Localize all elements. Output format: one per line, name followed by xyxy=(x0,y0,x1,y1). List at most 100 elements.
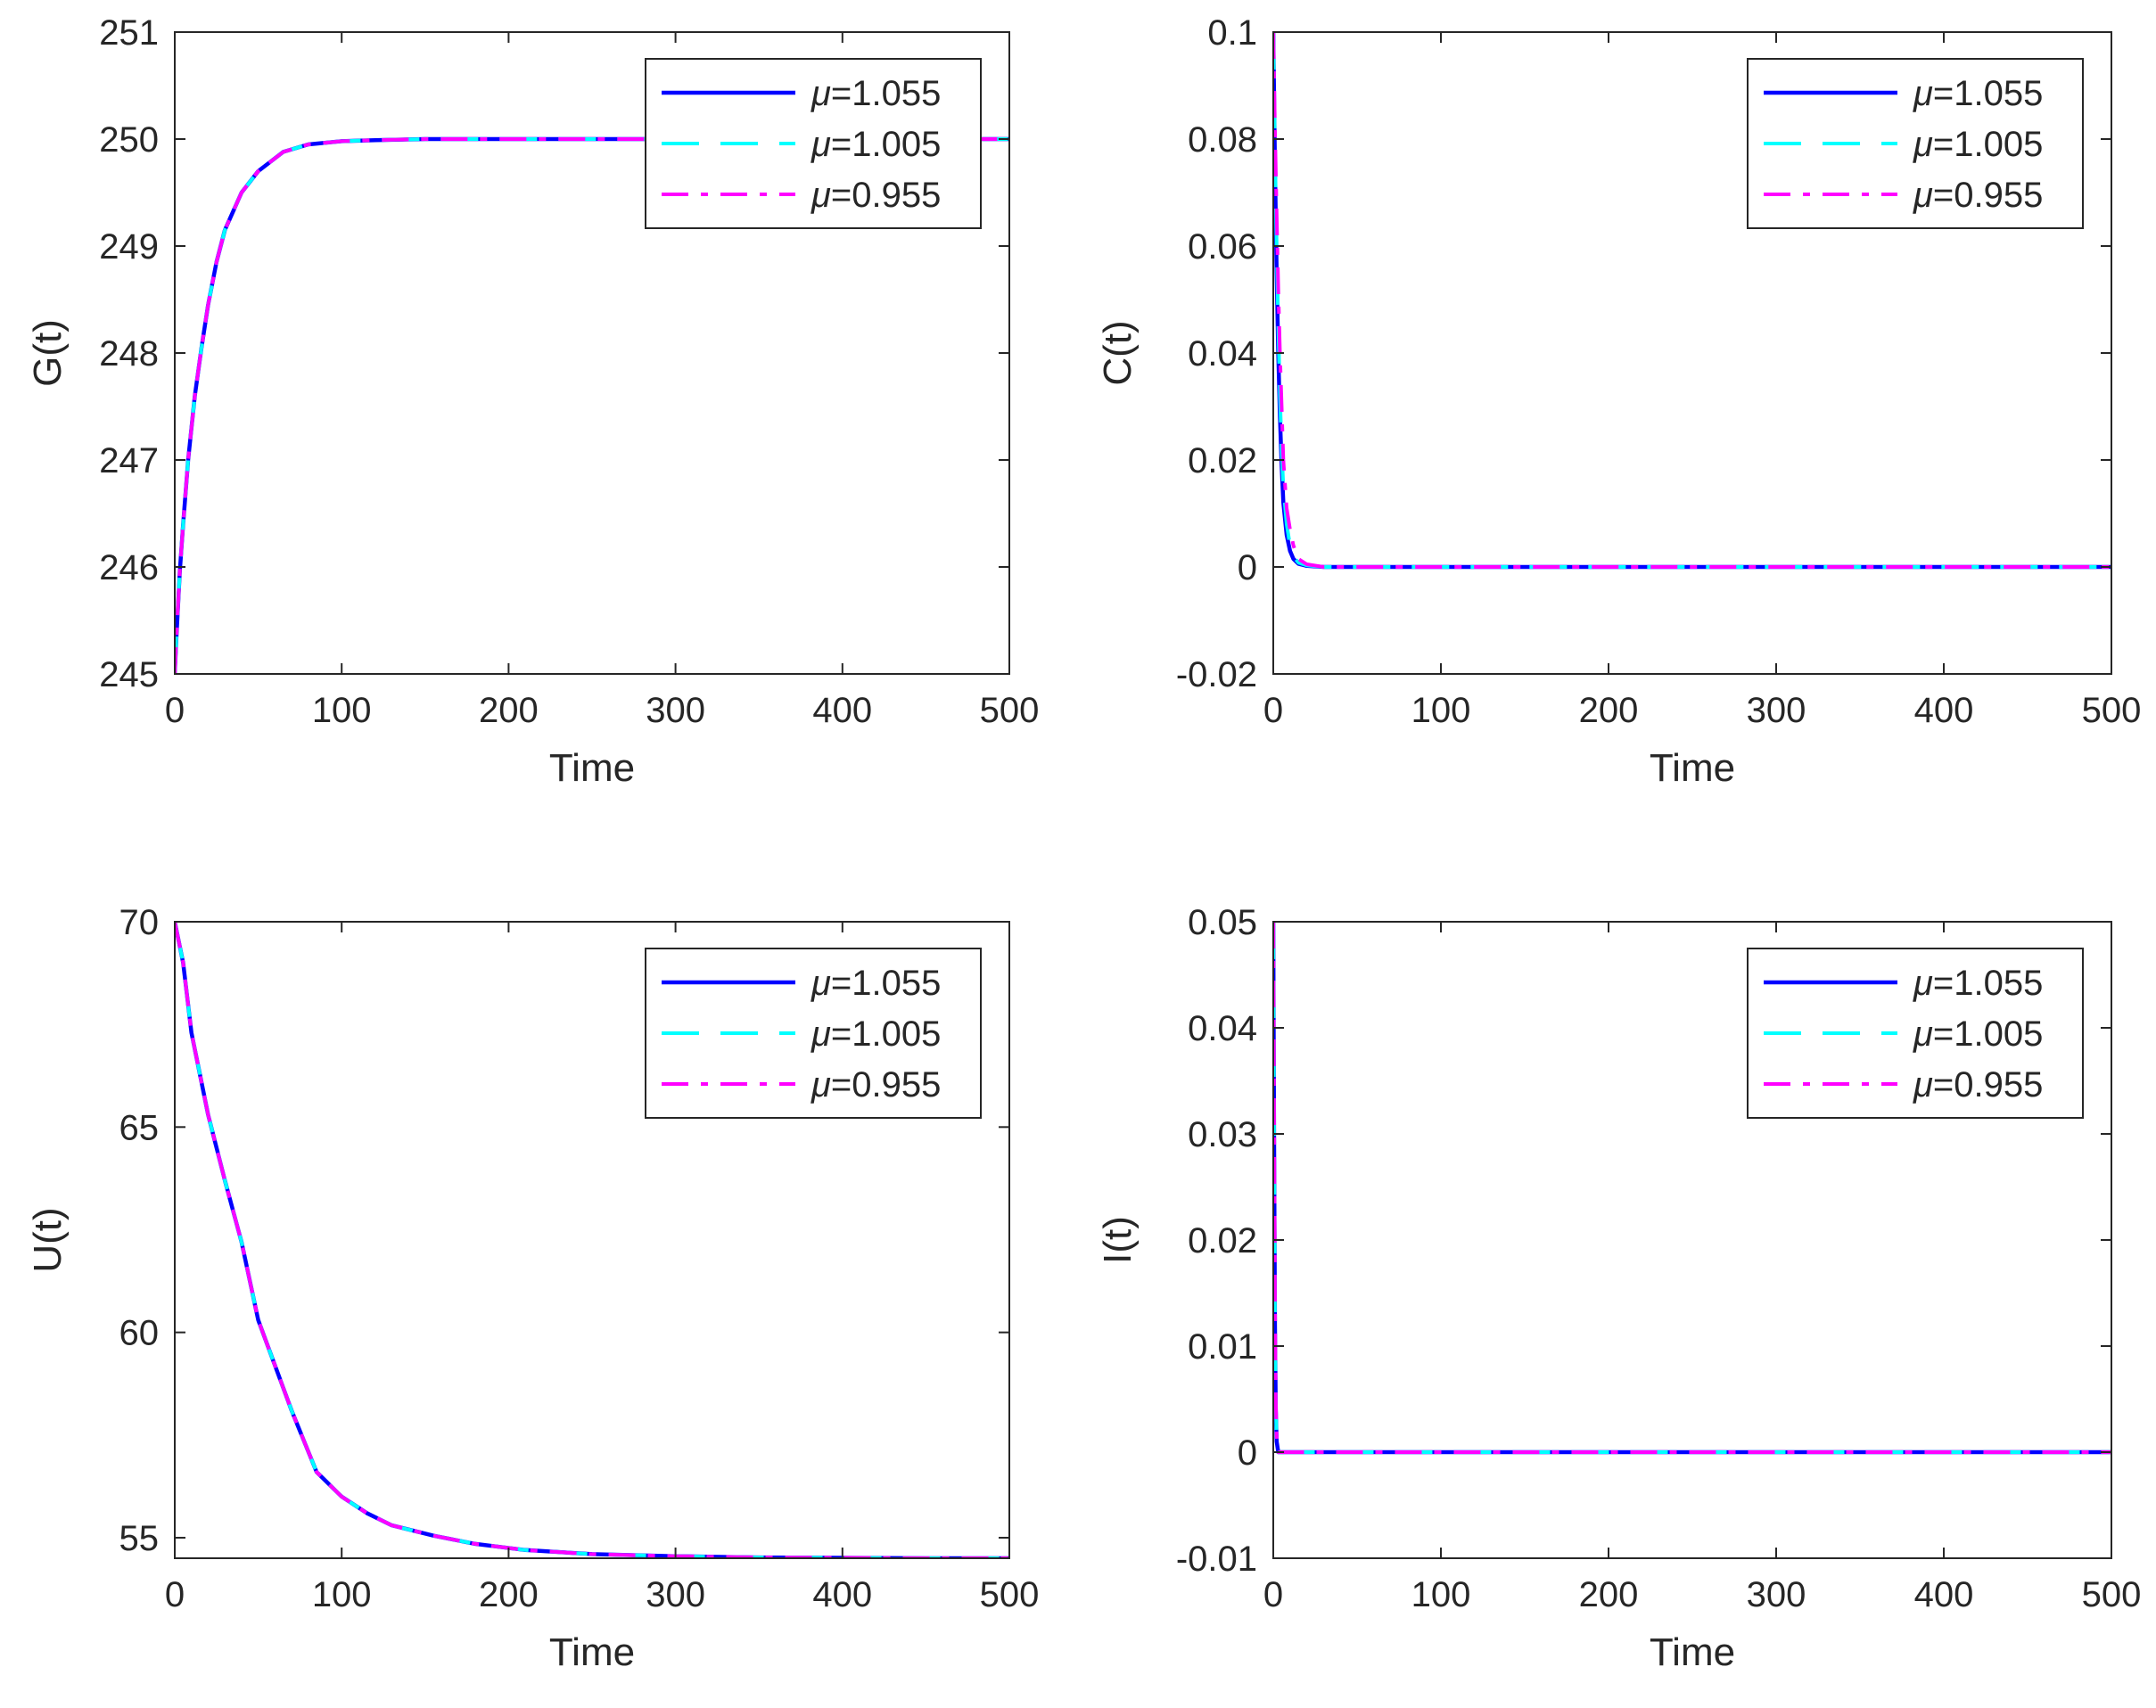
legend-label-1: μ=1.055 xyxy=(1913,74,2043,113)
y-tick-label: -0.02 xyxy=(1176,655,1257,694)
y-tick-label: 247 xyxy=(99,441,159,480)
y-tick-label: 0.04 xyxy=(1188,334,1257,374)
y-tick-label: 249 xyxy=(99,227,159,267)
y-tick-label: 0 xyxy=(1238,1433,1257,1473)
legend-label-2: μ=1.005 xyxy=(811,125,941,164)
legend-label-1: μ=1.055 xyxy=(811,74,941,113)
x-tick-label: 0 xyxy=(165,691,185,730)
mu-symbol: μ xyxy=(1913,125,1933,164)
legend-box xyxy=(645,948,982,1119)
y-tick-label: 246 xyxy=(99,548,159,587)
y-axis-label: I(t) xyxy=(1096,1216,1140,1264)
legend-label-1: μ=1.055 xyxy=(811,964,941,1003)
legend-label-2: μ=1.005 xyxy=(1913,1014,2043,1054)
legend-label-2: μ=1.005 xyxy=(1913,125,2043,164)
x-axis-label: Time xyxy=(1650,746,1735,790)
x-tick-label: 500 xyxy=(980,691,1040,730)
x-tick-label: 0 xyxy=(165,1575,185,1614)
x-tick-label: 200 xyxy=(1579,691,1639,730)
x-tick-label: 200 xyxy=(1579,1575,1639,1614)
legend-value: =1.055 xyxy=(1933,964,2043,1003)
series-line-3 xyxy=(1273,32,2111,569)
legend-box xyxy=(645,58,982,229)
y-tick-label: 0.1 xyxy=(1207,13,1257,53)
x-tick-label: 300 xyxy=(646,691,705,730)
x-tick-label: 300 xyxy=(1747,691,1806,730)
x-tick-label: 100 xyxy=(1411,691,1471,730)
mu-symbol: μ xyxy=(811,176,831,215)
x-tick-label: 100 xyxy=(312,691,372,730)
x-tick-label: 200 xyxy=(479,1575,539,1614)
x-tick-label: 400 xyxy=(1914,691,1974,730)
x-tick-label: 400 xyxy=(812,691,872,730)
legend-value: =0.955 xyxy=(1933,176,2043,215)
mu-symbol: μ xyxy=(1913,1014,1933,1054)
x-axis-label: Time xyxy=(549,746,635,790)
mu-symbol: μ xyxy=(1913,176,1933,215)
legend-value: =1.055 xyxy=(1933,74,2043,113)
y-axis-label: U(t) xyxy=(26,1207,70,1272)
legend-value: =0.955 xyxy=(1933,1065,2043,1104)
y-tick-label: 0.03 xyxy=(1188,1115,1257,1154)
y-tick-label: 0.01 xyxy=(1188,1327,1257,1367)
panel-i: 0 100 200 300 400 500-0.0100.010.020.030.040.… xyxy=(1096,903,2141,1674)
y-tick-label: 70 xyxy=(119,903,160,942)
mu-symbol: μ xyxy=(811,1065,831,1104)
mu-symbol: μ xyxy=(1913,964,1933,1003)
x-axis-label: Time xyxy=(549,1630,635,1674)
y-tick-label: 55 xyxy=(119,1519,160,1558)
legend-label-3: μ=0.955 xyxy=(1913,176,2043,215)
y-tick-label: 251 xyxy=(99,13,159,53)
x-axis-label: Time xyxy=(1650,1630,1735,1674)
y-axis-label: G(t) xyxy=(26,319,70,387)
legend-label-1: μ=1.055 xyxy=(1913,964,2043,1003)
y-tick-label: 0 xyxy=(1238,548,1257,587)
y-axis-label: C(t) xyxy=(1096,320,1140,385)
mu-symbol: μ xyxy=(1913,1065,1933,1104)
x-tick-label: 300 xyxy=(646,1575,705,1614)
y-tick-label: 0.08 xyxy=(1188,120,1257,160)
y-tick-label: 0.05 xyxy=(1188,903,1257,942)
legend-label-3: μ=0.955 xyxy=(811,176,941,215)
legend-value: =1.005 xyxy=(831,1014,941,1054)
legend-value: =0.955 xyxy=(831,176,941,215)
legend-label-3: μ=0.955 xyxy=(811,1065,941,1104)
x-tick-label: 300 xyxy=(1747,1575,1806,1614)
series-line-3 xyxy=(175,137,1009,674)
x-tick-label: 200 xyxy=(479,691,539,730)
legend-value: =1.005 xyxy=(1933,1014,2043,1054)
y-tick-label: 0.02 xyxy=(1188,1221,1257,1260)
legend-value: =0.955 xyxy=(831,1065,941,1104)
y-tick-label: 250 xyxy=(99,120,159,160)
legend-box xyxy=(1747,58,2084,229)
panel-u: 0 100 200 300 400 50055606570TimeU(t)μ=1.055μ… xyxy=(26,903,1039,1674)
legend-box xyxy=(1747,948,2084,1119)
legend-value: =1.005 xyxy=(1933,125,2043,164)
legend-value: =1.005 xyxy=(831,125,941,164)
series-line-2 xyxy=(175,922,1009,1558)
y-tick-label: 245 xyxy=(99,655,159,694)
panel-c: 0 100 200 300 400 500-0.0200.020.040.060.080.… xyxy=(1096,13,2141,790)
series-group xyxy=(175,922,1009,1558)
x-tick-label: 100 xyxy=(1411,1575,1471,1614)
x-tick-label: 500 xyxy=(2082,691,2142,730)
y-tick-label: 248 xyxy=(99,334,159,374)
y-tick-label: 0.06 xyxy=(1188,227,1257,267)
legend-label-3: μ=0.955 xyxy=(1913,1065,2043,1104)
mu-symbol: μ xyxy=(811,964,831,1003)
axes-box xyxy=(174,921,1010,1559)
x-tick-label: 400 xyxy=(1914,1575,1974,1614)
mu-symbol: μ xyxy=(1913,74,1933,113)
series-group xyxy=(175,136,1009,674)
x-tick-label: 0 xyxy=(1263,691,1283,730)
y-tick-label: 0.04 xyxy=(1188,1009,1257,1048)
x-tick-label: 500 xyxy=(2082,1575,2142,1614)
mu-symbol: μ xyxy=(811,1014,831,1054)
x-tick-label: 400 xyxy=(812,1575,872,1614)
y-tick-label: 0.02 xyxy=(1188,441,1257,480)
y-tick-label: 60 xyxy=(119,1314,160,1353)
